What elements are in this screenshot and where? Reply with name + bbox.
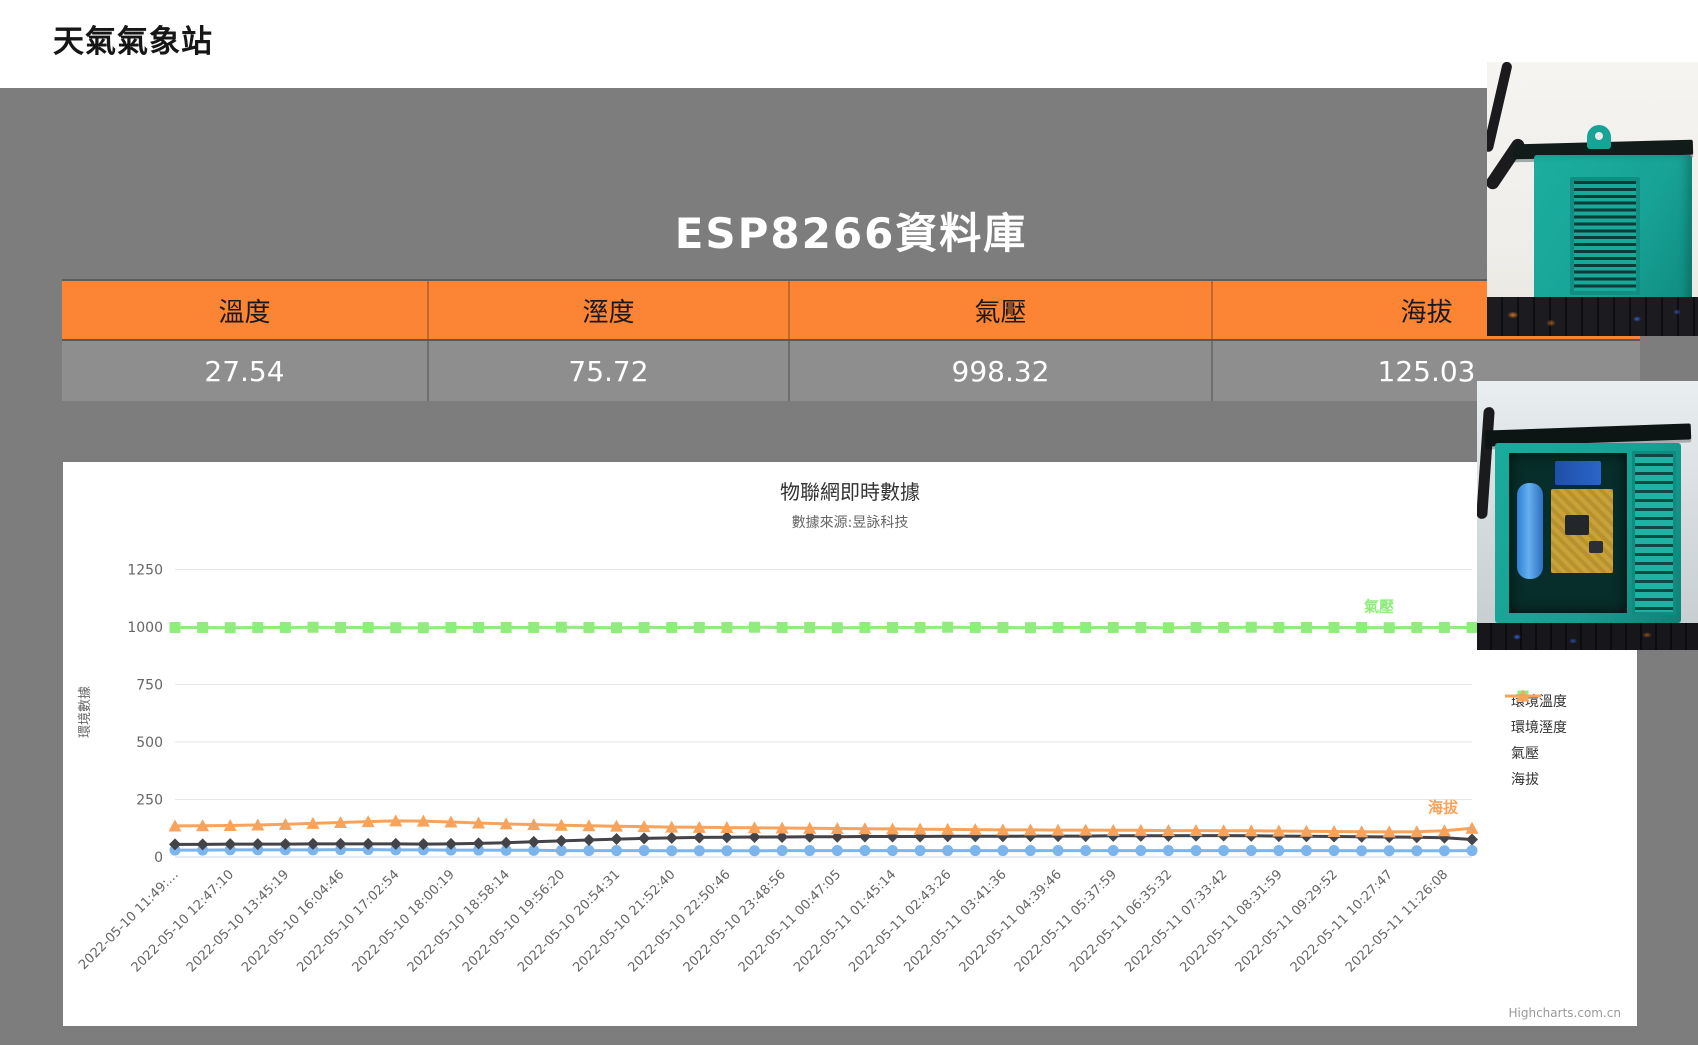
circuit-board xyxy=(1551,489,1613,573)
top-header-bar: 天氣氣象站 xyxy=(0,0,1698,88)
x-axis-tick-label: 2022-05-10 11:49:… xyxy=(76,867,182,973)
x-axis-tick-label: 2022-05-11 03:41:36 xyxy=(901,867,1009,975)
legend-item-altitude[interactable]: 海拔 xyxy=(1505,689,1567,792)
x-axis-tick-label: 2022-05-10 17:02:54 xyxy=(294,867,402,975)
x-axis-tick-label: 2022-05-10 16:04:46 xyxy=(239,867,347,975)
legend-label: 氣壓 xyxy=(1511,746,1539,762)
chart-title: 物聯網即時數據 xyxy=(780,480,920,504)
x-axis-tick-label: 2022-05-11 00:47:05 xyxy=(736,867,844,975)
header-cell-temperature: 溫度 xyxy=(62,281,429,339)
legend-item-pressure[interactable]: 氣壓 xyxy=(1505,690,1567,766)
x-axis-tick-label: 2022-05-11 04:39:46 xyxy=(957,867,1065,975)
iot-chart-card: 物聯網即時數據 數據來源:昱詠科技 0 250 500 750 1000 1250 環境數據… xyxy=(63,462,1637,1026)
esp-module-board xyxy=(1555,461,1601,485)
series-end-label: 氣壓 xyxy=(1364,597,1394,615)
y-axis-tick-label: 0 xyxy=(154,850,163,866)
x-axis-tick-label: 2022-05-11 05:37:59 xyxy=(1012,867,1120,975)
legend-label: 環境溼度 xyxy=(1511,720,1567,736)
x-axis-tick-label: 2022-05-11 07:33:42 xyxy=(1122,867,1230,975)
x-axis-tick-label: 2022-05-11 11:26:08 xyxy=(1343,867,1451,975)
x-axis-tick-label: 2022-05-11 01:45:14 xyxy=(791,867,899,975)
station-body-open xyxy=(1495,443,1681,623)
table-header-row: 溫度 溼度 氣壓 海拔 xyxy=(62,279,1640,341)
header-cell-humidity: 溼度 xyxy=(429,281,790,339)
weather-station-photo-open xyxy=(1477,381,1698,650)
table-value-row: 27.54 75.72 998.32 125.03 xyxy=(62,341,1640,401)
value-cell-pressure: 998.32 xyxy=(790,341,1213,401)
readings-table: 溫度 溼度 氣壓 海拔 27.54 75.72 998.32 125.03 xyxy=(62,279,1640,401)
x-axis-tick-label: 2022-05-10 21:52:40 xyxy=(570,867,678,975)
page-title: 天氣氣象站 xyxy=(53,24,213,60)
keyboard-background xyxy=(1487,297,1698,336)
value-cell-humidity: 75.72 xyxy=(429,341,790,401)
series-end-label: 海拔 xyxy=(1428,798,1459,816)
y-axis-tick-label: 250 xyxy=(136,793,163,809)
x-axis-tick-label: 2022-05-11 09:29:52 xyxy=(1233,867,1341,975)
x-axis-tick-label: 2022-05-10 19:56:20 xyxy=(460,867,568,975)
y-axis-tick-label: 750 xyxy=(136,678,163,694)
x-axis-tick-label: 2022-05-10 20:54:31 xyxy=(515,867,623,975)
x-axis-tick-label: 2022-05-11 10:27:47 xyxy=(1288,867,1396,975)
hanger-tab xyxy=(1587,125,1611,149)
louver-door xyxy=(1632,451,1676,615)
louver-vents xyxy=(1570,177,1640,295)
y-axis-tick-label: 1250 xyxy=(127,563,163,579)
keyboard-background xyxy=(1477,623,1698,650)
y-axis-title: 環境數據 xyxy=(78,686,93,738)
x-axis-tick-label: 2022-05-10 22:50:46 xyxy=(626,867,734,975)
database-title: ESP8266資料庫 xyxy=(674,209,1028,258)
x-axis-tick-label: 2022-05-10 18:00:19 xyxy=(350,867,458,975)
legend-label: 海拔 xyxy=(1511,772,1539,788)
x-axis-tick-label: 2022-05-11 02:43:26 xyxy=(846,867,954,975)
chart-subtitle: 數據來源:昱詠科技 xyxy=(791,515,909,531)
chart-canvas[interactable]: 0 250 500 750 1000 1250 環境數據 2022-05-10 11:49:…… xyxy=(63,462,1637,1026)
x-axis-tick-label: 2022-05-11 08:31:59 xyxy=(1177,867,1285,975)
weather-station-photo-closed xyxy=(1487,62,1698,336)
x-axis-tick-label: 2022-05-10 12:47:10 xyxy=(129,867,237,975)
legend-item-humidity[interactable]: 環境溼度 xyxy=(1505,690,1567,740)
antenna-icon xyxy=(1487,62,1513,153)
electronics-compartment xyxy=(1509,453,1627,613)
x-axis-tick-label: 2022-05-10 23:48:56 xyxy=(681,867,789,975)
chart-legend: 環境溫度 環境溼度 氣壓 海拔 xyxy=(1505,688,1567,792)
highcharts-credit-link[interactable]: Highcharts.com.cn xyxy=(1508,1006,1622,1020)
series-triangle[interactable]: 海拔 xyxy=(168,798,1479,838)
battery-cell xyxy=(1517,483,1543,579)
triangle-marker-icon xyxy=(1505,689,1541,702)
series-square[interactable]: 氣壓 xyxy=(169,597,1478,634)
y-axis-tick-label: 500 xyxy=(136,735,163,751)
antenna-icon xyxy=(1477,406,1495,520)
y-axis-tick-label: 1000 xyxy=(127,620,163,636)
x-axis-tick-label: 2022-05-11 06:35:32 xyxy=(1067,867,1175,975)
header-cell-pressure: 氣壓 xyxy=(790,281,1213,339)
value-cell-temperature: 27.54 xyxy=(62,341,429,401)
x-axis-tick-label: 2022-05-10 13:45:19 xyxy=(184,867,292,975)
x-axis-tick-label: 2022-05-10 18:58:14 xyxy=(405,867,513,975)
